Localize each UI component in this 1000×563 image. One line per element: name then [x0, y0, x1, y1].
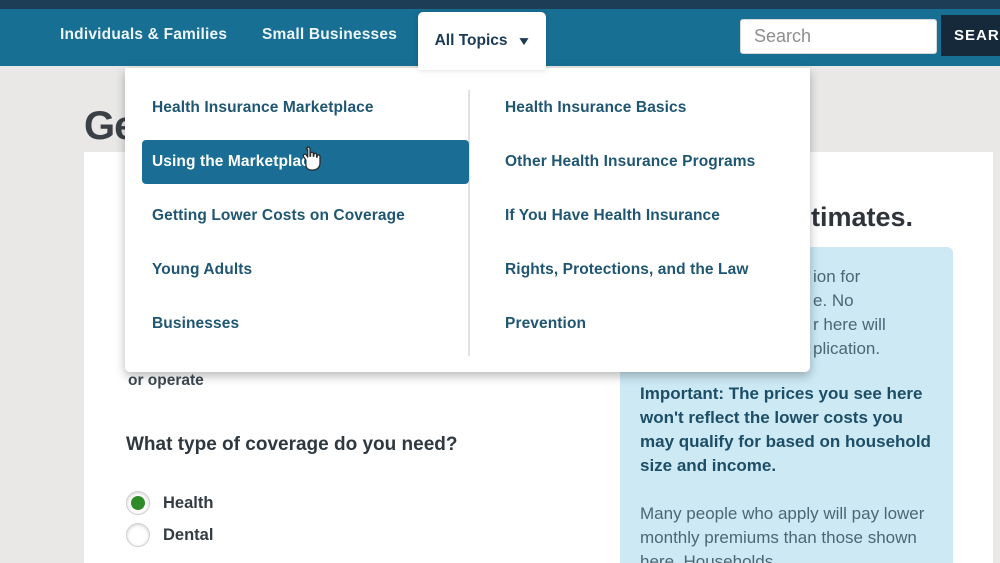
radio-option-health[interactable]: Health: [126, 491, 213, 515]
nav-item-individuals-families[interactable]: Individuals & Families: [60, 26, 228, 43]
search-button[interactable]: SEARCH: [941, 15, 1000, 56]
dropdown-column-divider: [468, 90, 470, 356]
search-input[interactable]: [740, 19, 937, 54]
dropdown-right-column: Health Insurance Basics Other Health Ins…: [495, 81, 795, 351]
info-fragment-line: ion for: [813, 267, 861, 286]
menu-item-if-you-have-health-insurance[interactable]: If You Have Health Insurance: [505, 207, 720, 224]
info-box-note-text: Many people who apply will pay lower mon…: [640, 504, 925, 563]
info-fragment-line: e. No: [813, 291, 854, 310]
menu-item-getting-lower-costs[interactable]: Getting Lower Costs on Coverage: [152, 207, 405, 224]
all-topics-dropdown-menu: Health Insurance Marketplace Using the M…: [125, 68, 810, 372]
estimates-heading-fragment: timates.: [811, 202, 914, 232]
body-text-fragment: or operate: [128, 372, 204, 389]
menu-item-health-insurance-basics[interactable]: Health Insurance Basics: [505, 99, 687, 116]
coverage-question-heading: What type of coverage do you need?: [126, 434, 458, 455]
chevron-down-icon: ▼: [515, 34, 532, 48]
radio-option-dental[interactable]: Dental: [126, 523, 213, 547]
radio-label-health: Health: [163, 493, 214, 512]
menu-item-businesses[interactable]: Businesses: [152, 315, 240, 332]
menu-item-rights-protections-law[interactable]: Rights, Protections, and the Law: [505, 261, 749, 278]
top-navy-strip: [0, 0, 1000, 9]
radio-button-dental[interactable]: [126, 523, 150, 547]
cursor-hand-icon: [299, 146, 321, 177]
all-topics-label: All Topics: [434, 32, 508, 49]
nav-item-small-businesses[interactable]: Small Businesses: [262, 26, 398, 43]
menu-item-young-adults[interactable]: Young Adults: [152, 261, 253, 278]
radio-button-health[interactable]: [126, 491, 150, 515]
info-fragment-line: r here will: [813, 315, 886, 334]
info-fragment-line: plication.: [813, 339, 881, 358]
menu-item-other-health-insurance-programs[interactable]: Other Health Insurance Programs: [505, 153, 756, 170]
info-box-fragment-lines: ion for e. No r here will plication.: [813, 265, 933, 361]
menu-item-health-insurance-marketplace[interactable]: Health Insurance Marketplace: [152, 99, 374, 116]
nav-item-all-topics[interactable]: All Topics ▼: [418, 12, 546, 70]
radio-label-dental: Dental: [163, 525, 214, 544]
menu-item-prevention[interactable]: Prevention: [505, 315, 587, 332]
dropdown-left-column: Health Insurance Marketplace Using the M…: [142, 81, 469, 351]
info-box-important-text: Important: The prices you see here won't…: [640, 384, 931, 475]
menu-item-using-the-marketplace[interactable]: Using the Marketplace: [142, 140, 469, 184]
